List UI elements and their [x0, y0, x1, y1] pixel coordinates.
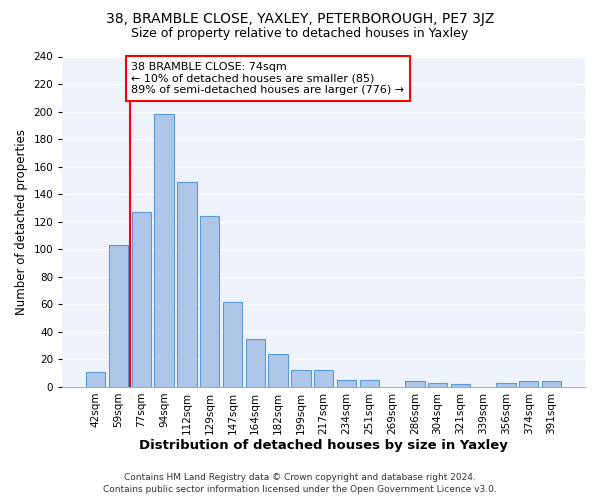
Bar — [200, 216, 220, 387]
Bar — [86, 372, 106, 387]
Bar — [519, 382, 538, 387]
Bar — [314, 370, 334, 387]
Bar — [245, 339, 265, 387]
Y-axis label: Number of detached properties: Number of detached properties — [15, 128, 28, 314]
Bar — [542, 382, 561, 387]
Text: Contains HM Land Registry data © Crown copyright and database right 2024.
Contai: Contains HM Land Registry data © Crown c… — [103, 472, 497, 494]
Text: Size of property relative to detached houses in Yaxley: Size of property relative to detached ho… — [131, 28, 469, 40]
Bar — [337, 380, 356, 387]
Bar — [154, 114, 174, 387]
Bar — [451, 384, 470, 387]
Bar — [223, 302, 242, 387]
Bar — [496, 383, 515, 387]
Bar — [131, 212, 151, 387]
Bar — [109, 245, 128, 387]
Bar — [359, 380, 379, 387]
Bar — [177, 182, 197, 387]
Bar — [268, 354, 288, 387]
Bar — [428, 383, 447, 387]
Text: 38 BRAMBLE CLOSE: 74sqm
← 10% of detached houses are smaller (85)
89% of semi-de: 38 BRAMBLE CLOSE: 74sqm ← 10% of detache… — [131, 62, 404, 95]
Bar — [291, 370, 311, 387]
Text: 38, BRAMBLE CLOSE, YAXLEY, PETERBOROUGH, PE7 3JZ: 38, BRAMBLE CLOSE, YAXLEY, PETERBOROUGH,… — [106, 12, 494, 26]
Bar — [405, 382, 425, 387]
X-axis label: Distribution of detached houses by size in Yaxley: Distribution of detached houses by size … — [139, 440, 508, 452]
